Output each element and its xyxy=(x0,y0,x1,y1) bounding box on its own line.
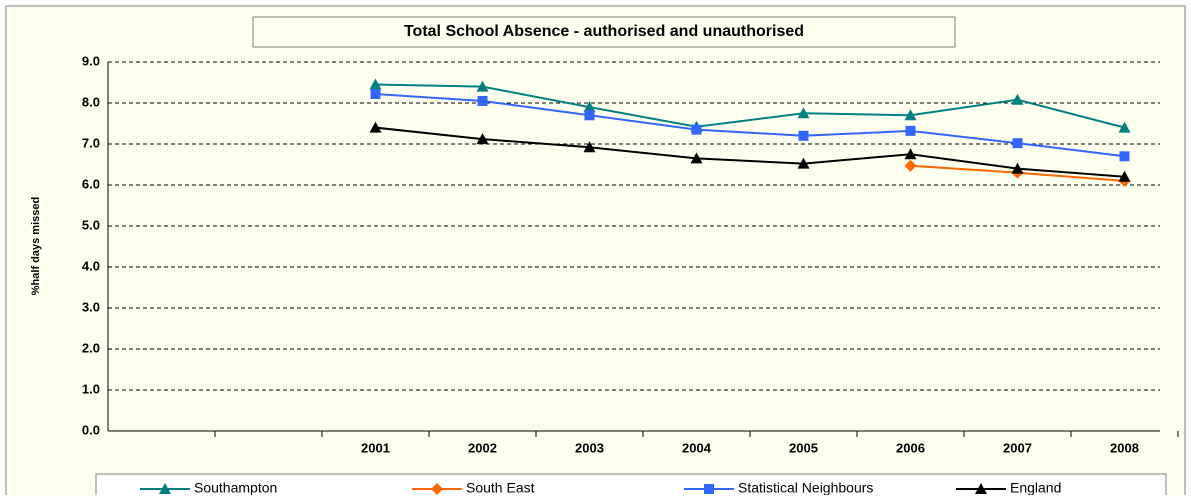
legend-marker xyxy=(431,483,443,495)
x-tick-label: 2002 xyxy=(468,440,497,455)
x-tick-label: 2005 xyxy=(789,440,818,455)
data-point xyxy=(905,125,916,136)
legend-marker xyxy=(704,484,714,494)
data-point xyxy=(797,107,810,119)
y-tick-label: 9.0 xyxy=(82,53,100,68)
data-point xyxy=(370,88,381,99)
legend-label: England xyxy=(1010,480,1061,495)
x-tick-label: 2003 xyxy=(575,440,604,455)
series-line xyxy=(375,83,1125,129)
data-point xyxy=(583,141,596,153)
series-line xyxy=(375,126,1125,178)
y-tick-label: 4.0 xyxy=(82,258,100,273)
y-tick-label: 5.0 xyxy=(82,217,100,232)
data-point xyxy=(1011,162,1024,174)
y-tick-label: 0.0 xyxy=(82,422,100,437)
x-tick-label: 2004 xyxy=(682,440,712,455)
data-point xyxy=(1011,93,1024,105)
series-line xyxy=(375,92,1125,158)
data-point xyxy=(904,159,917,172)
data-point xyxy=(476,80,489,92)
data-point xyxy=(797,157,810,169)
x-tick-label: 2008 xyxy=(1110,440,1139,455)
data-point xyxy=(904,109,917,121)
y-tick-label: 7.0 xyxy=(82,135,100,150)
data-point xyxy=(369,121,382,133)
legend-marker xyxy=(975,483,987,494)
data-point xyxy=(477,95,488,106)
y-tick-label: 2.0 xyxy=(82,340,100,355)
y-tick-label: 3.0 xyxy=(82,299,100,314)
x-tick-label: 2007 xyxy=(1003,440,1032,455)
data-point xyxy=(584,110,595,121)
data-point xyxy=(1012,138,1023,149)
legend-label: South East xyxy=(466,480,535,495)
y-tick-label: 8.0 xyxy=(82,94,100,109)
data-point xyxy=(1118,121,1131,133)
x-tick-label: 2006 xyxy=(896,440,925,455)
legend-label: Statistical Neighbours xyxy=(738,480,873,495)
chart-title: Total School Absence - authorised and un… xyxy=(404,23,804,40)
y-tick-label: 1.0 xyxy=(82,381,100,396)
y-axis-label: %half days missed xyxy=(30,197,42,295)
legend-marker xyxy=(159,483,171,494)
x-tick-label: 2001 xyxy=(361,440,390,455)
data-point xyxy=(476,133,489,145)
legend-label: Southampton xyxy=(194,480,277,495)
data-point xyxy=(690,152,703,164)
chart-frame xyxy=(5,5,1186,500)
data-point xyxy=(691,124,702,135)
title-box xyxy=(252,16,956,48)
data-point xyxy=(369,78,382,90)
data-point xyxy=(1118,170,1131,182)
data-point xyxy=(798,130,809,141)
y-tick-label: 6.0 xyxy=(82,176,100,191)
data-point xyxy=(904,148,917,160)
data-point xyxy=(1119,151,1130,162)
data-point xyxy=(583,101,596,113)
